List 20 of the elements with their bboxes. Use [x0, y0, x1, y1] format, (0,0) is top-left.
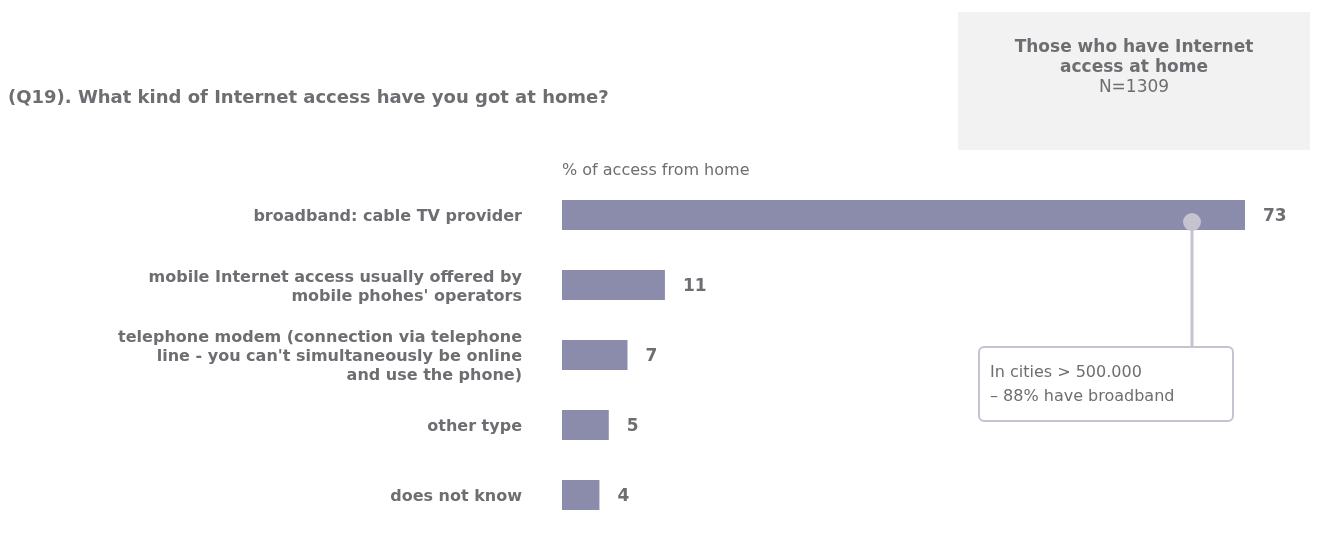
- bar: [562, 340, 628, 370]
- callout-box: In cities > 500.000 – 88% have broadband: [978, 346, 1234, 422]
- text: (Q19). What kind of Internet access have you got at home?: [8, 86, 609, 107]
- chart-subtitle: Those who have Internet access at home N=1309: [1013, 36, 1255, 96]
- y-tick-label: mobile Internet access usually offered by mobile phohes' operators: [148, 266, 523, 304]
- y-tick-label: does not know: [390, 485, 523, 505]
- bar: [562, 410, 609, 440]
- data-label: 11: [682, 275, 707, 296]
- annotation: In cities > 500.000 – 88% have broadband: [990, 361, 1176, 407]
- data-label: 73: [1263, 205, 1287, 226]
- y-tick-label: broadband: cable TV provider: [253, 205, 523, 225]
- x-axis-title: % of access from home: [562, 160, 750, 179]
- data-label: 7: [645, 345, 658, 366]
- bar: [562, 200, 1245, 230]
- y-tick-label: other type: [427, 415, 523, 435]
- bar: [562, 270, 665, 300]
- data-label: 4: [617, 485, 630, 506]
- bar: [562, 480, 600, 510]
- data-label: 5: [626, 415, 639, 436]
- y-tick-label: telephone modem (connection via telephone line - you can't simultaneously be online and use the phone): [118, 326, 523, 384]
